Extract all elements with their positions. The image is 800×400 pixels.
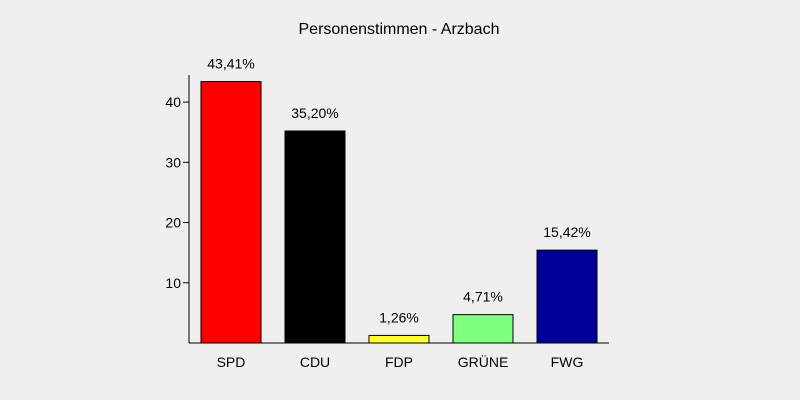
bar-fdp (368, 334, 430, 344)
x-tick-label: CDU (300, 354, 330, 370)
data-label: 15,42% (543, 224, 590, 240)
chart-bars (200, 81, 598, 344)
y-tick-label: 20 (165, 215, 181, 231)
data-label: 1,26% (379, 309, 419, 325)
chart-labels: 43,41% SPD 35,20% CDU 1,26% FDP 4,71% GRÜNE 15,4… (207, 56, 590, 370)
bar-grüne (452, 314, 514, 344)
chart-title: Personenstimmen - Arzbach (299, 21, 500, 38)
y-tick-label: 40 (165, 94, 181, 110)
x-tick-label: SPD (217, 354, 246, 370)
data-label: 4,71% (463, 289, 503, 305)
y-tick-label: 30 (165, 154, 181, 170)
bar-cdu (284, 130, 346, 344)
x-tick-label: GRÜNE (458, 353, 509, 370)
bar-fwg (536, 249, 598, 344)
y-tick-label: 10 (165, 275, 181, 291)
x-tick-label: FDP (385, 354, 413, 370)
x-tick-label: FWG (551, 354, 584, 370)
data-label: 43,41% (207, 56, 254, 72)
bar-spd (200, 81, 262, 344)
data-label: 35,20% (291, 105, 338, 121)
